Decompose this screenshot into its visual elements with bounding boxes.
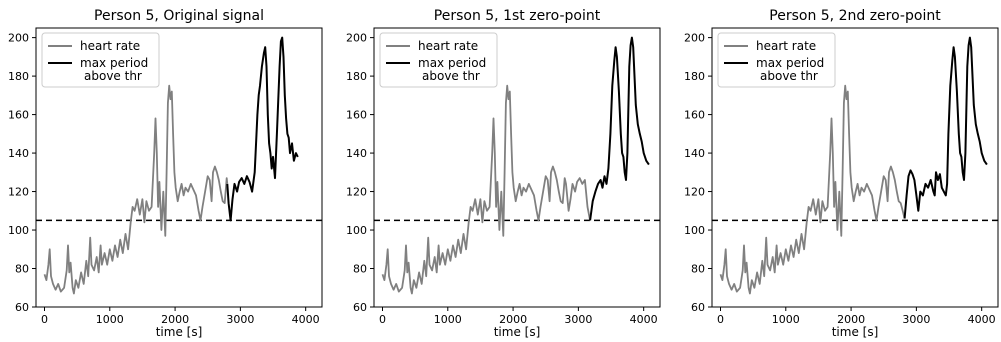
series-line-heart-rate	[381, 84, 591, 295]
x-tick-label: 0	[717, 313, 724, 326]
legend-label: heart rate	[418, 39, 478, 53]
x-tick-label: 4000	[292, 313, 320, 326]
chart-title: Person 5, 1st zero-point	[434, 8, 601, 24]
y-tick-label: 180	[346, 70, 367, 83]
y-tick-label: 200	[684, 32, 705, 45]
series-line-max-period	[589, 36, 650, 221]
y-tick-label: 180	[8, 70, 29, 83]
x-tick-label: 3000	[564, 313, 592, 326]
legend-label-line: above thr	[84, 69, 142, 83]
chart-panel-1: Person 5, Original signal 0 1000 2000 3000 40…	[8, 8, 323, 339]
y-tick-label: 60	[691, 301, 705, 314]
series-line-heart-rate	[719, 84, 906, 295]
legend-label-line: max period	[756, 56, 824, 70]
legend-label-line: heart rate	[80, 39, 140, 53]
x-axis-label: time [s]	[494, 325, 541, 339]
y-tick-label: 80	[15, 263, 29, 276]
legend-label: heart rate	[80, 39, 140, 53]
y-tick-label: 80	[353, 263, 367, 276]
legend-label-line: above thr	[422, 69, 480, 83]
x-tick-label: 4000	[630, 313, 658, 326]
x-tick-label: 2000	[499, 313, 527, 326]
x-tick-label: 3000	[902, 313, 930, 326]
x-axis-label: time [s]	[156, 325, 203, 339]
chart-panel-3: Person 5, 2nd zero-point 0 1000 2000 3000 400…	[684, 8, 999, 339]
chart-panel-2: Person 5, 1st zero-point 0 1000 2000 3000 400…	[346, 8, 661, 339]
plot-frame	[711, 27, 999, 308]
y-tick-label: 120	[8, 186, 29, 199]
series-line-max-period	[903, 36, 988, 219]
x-tick-label: 4000	[968, 313, 996, 326]
plot-frame	[373, 27, 661, 308]
y-tick-label: 140	[684, 147, 705, 160]
y-tick-label: 160	[8, 109, 29, 122]
y-tick-label: 180	[684, 70, 705, 83]
y-tick-label: 100	[8, 224, 29, 237]
legend-label-line: above thr	[760, 69, 818, 83]
x-tick-label: 1000	[434, 313, 462, 326]
plot-frame	[35, 27, 323, 308]
y-tick-label: 160	[346, 109, 367, 122]
y-tick-label: 140	[8, 147, 29, 160]
chart-title: Person 5, Original signal	[94, 8, 264, 24]
x-axis-label: time [s]	[832, 325, 879, 339]
y-tick-label: 200	[346, 32, 367, 45]
x-tick-label: 0	[41, 313, 48, 326]
series-line-heart-rate	[43, 84, 229, 295]
legend-label: max period above thr	[80, 56, 148, 83]
series-line-max-period	[226, 36, 299, 222]
legend-label-line: heart rate	[756, 39, 816, 53]
y-tick-label: 160	[684, 109, 705, 122]
y-tick-label: 120	[346, 186, 367, 199]
x-tick-label: 1000	[96, 313, 124, 326]
legend-label-line: max period	[418, 56, 486, 70]
y-tick-label: 100	[684, 224, 705, 237]
legend-label: max period above thr	[756, 56, 824, 83]
chart-title: Person 5, 2nd zero-point	[769, 8, 941, 24]
legend-label-line: heart rate	[418, 39, 478, 53]
legend-label: max period above thr	[418, 56, 486, 83]
y-tick-label: 60	[15, 301, 29, 314]
y-tick-label: 100	[346, 224, 367, 237]
x-tick-label: 3000	[226, 313, 254, 326]
y-tick-label: 80	[691, 263, 705, 276]
x-tick-label: 2000	[161, 313, 189, 326]
y-tick-label: 60	[353, 301, 367, 314]
x-tick-label: 0	[379, 313, 386, 326]
x-tick-label: 2000	[837, 313, 865, 326]
y-tick-label: 120	[684, 186, 705, 199]
x-tick-label: 1000	[772, 313, 800, 326]
y-tick-label: 140	[346, 147, 367, 160]
legend-label-line: max period	[80, 56, 148, 70]
y-tick-label: 200	[8, 32, 29, 45]
legend-label: heart rate	[756, 39, 816, 53]
